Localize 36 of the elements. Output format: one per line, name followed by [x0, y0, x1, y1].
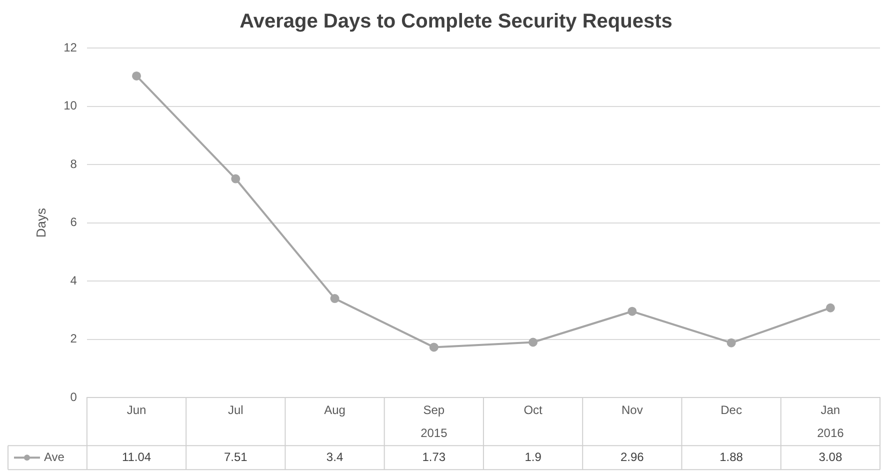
- x-tick-label: Dec: [720, 403, 742, 418]
- data-label: 1.9: [524, 450, 542, 464]
- text: 2016: [817, 426, 844, 440]
- point: [231, 174, 240, 184]
- point: [528, 338, 538, 347]
- x-tick-label: Oct: [524, 403, 544, 418]
- chart-title: Average Days to Complete Security Requests: [240, 10, 672, 33]
- x-tick-label: Jun: [126, 403, 146, 418]
- data-label: 7.51: [224, 450, 248, 464]
- y-axis-title: Days: [33, 207, 48, 238]
- data-label: 11.04: [122, 450, 152, 464]
- y-tick-label: 8: [70, 156, 78, 171]
- x-tick-label: Jul: [228, 403, 244, 418]
- x-tick-label: Sep: [423, 403, 445, 418]
- point: [628, 306, 637, 316]
- data-label: 1.73: [422, 450, 446, 464]
- data-label: 2.96: [620, 450, 644, 464]
- text: 2015: [420, 426, 448, 440]
- point: [330, 294, 340, 304]
- data-label: 3.08: [818, 450, 842, 464]
- y-tick-label: 10: [64, 98, 78, 113]
- point: [726, 338, 736, 348]
- legend-label: Ave: [44, 450, 65, 464]
- x-tick-label: Aug: [324, 403, 346, 418]
- x-tick-label: Nov: [622, 403, 643, 418]
- x-tick-label: Jan: [820, 403, 840, 418]
- y-tick-label: 2: [70, 332, 78, 346]
- y-tick-label: 6: [70, 215, 78, 230]
- y-tick-label: 0: [70, 390, 78, 404]
- data-label: 3.4: [326, 450, 344, 464]
- y-tick-label: 12: [64, 40, 78, 54]
- data-label: 1.88: [720, 450, 744, 464]
- point: [429, 342, 438, 352]
- y-tick-label: 4: [70, 273, 78, 288]
- point: [826, 303, 835, 312]
- point: [132, 71, 142, 80]
